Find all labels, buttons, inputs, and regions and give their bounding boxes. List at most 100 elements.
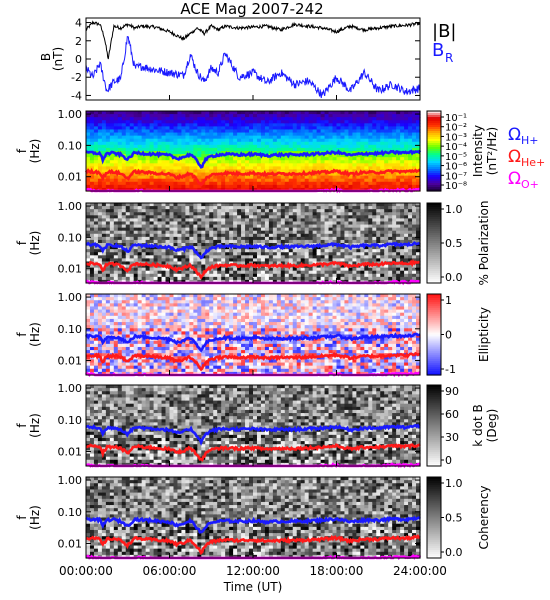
heatmap-cell	[352, 246, 357, 250]
heatmap-cell	[113, 114, 119, 118]
heatmap-cell	[320, 154, 326, 158]
heatmap-cell	[225, 184, 230, 189]
heatmap-cell	[241, 261, 246, 266]
heatmap-cell	[416, 166, 421, 171]
heatmap-cell	[149, 233, 155, 238]
heatmap-cell	[388, 227, 393, 232]
heatmap-cell	[368, 144, 373, 149]
heatmap-cell	[89, 123, 95, 127]
heatmap-cell	[320, 126, 326, 131]
heatmap-cell	[364, 129, 369, 134]
heatmap-cell	[388, 239, 393, 244]
heatmap-cell	[101, 203, 107, 207]
heatmap-cell	[213, 206, 218, 210]
heatmap-cell	[249, 239, 254, 244]
heatmap-cell	[121, 184, 127, 189]
heatmap-cell	[416, 129, 421, 134]
heatmap-cell	[233, 178, 238, 183]
heatmap-cell	[372, 166, 377, 171]
heatmap-cell	[193, 224, 198, 229]
heatmap-cell	[169, 227, 175, 232]
heatmap-cell	[372, 264, 377, 269]
colorbar-segment	[427, 223, 441, 226]
heatmap-cell	[344, 160, 350, 164]
heatmap-cell	[157, 239, 163, 244]
heatmap-cell	[161, 126, 167, 131]
heatmap-cell	[376, 258, 381, 263]
heatmap-cell	[408, 172, 413, 177]
heatmap-cell	[253, 132, 258, 137]
heatmap-cell	[249, 163, 254, 167]
heatmap-cell	[117, 203, 123, 207]
heatmap-cell	[340, 126, 346, 131]
heatmap-cell	[284, 123, 290, 127]
heatmap-cell	[105, 212, 111, 216]
heatmap-cell	[336, 273, 342, 278]
heatmap-cell	[205, 243, 210, 247]
heatmap-cell	[129, 255, 135, 259]
heatmap-cell	[253, 258, 258, 263]
heatmap-cell	[125, 141, 131, 146]
heatmap-cell	[352, 215, 357, 219]
heatmap-cell	[145, 218, 151, 223]
heatmap-cell	[408, 255, 413, 259]
heatmap-cell	[125, 255, 131, 259]
heatmap-cell	[125, 350, 131, 354]
heatmap-cell	[372, 172, 377, 177]
heatmap-cell	[396, 276, 401, 281]
heatmap-cell	[396, 270, 401, 275]
heatmap-cell	[173, 276, 179, 281]
heatmap-cell	[356, 181, 361, 186]
heatmap-cell	[117, 141, 123, 146]
heatmap-cell	[308, 166, 314, 171]
heatmap-cell	[272, 126, 278, 131]
heatmap-cell	[117, 276, 123, 281]
heatmap-cell	[197, 120, 202, 124]
heatmap-cell	[97, 233, 103, 238]
heatmap-cell	[169, 236, 175, 241]
heatmap-cell	[372, 144, 377, 149]
heatmap-cell	[189, 169, 194, 174]
heatmap-cell	[173, 236, 179, 241]
heatmap-cell	[368, 206, 373, 210]
heatmap-cell	[197, 203, 202, 207]
heatmap-cell	[157, 203, 163, 207]
heatmap-cell	[288, 203, 294, 207]
heatmap-cell	[185, 132, 190, 137]
heatmap-cell	[177, 163, 183, 167]
heatmap-cell	[328, 209, 334, 213]
heatmap-cell	[312, 252, 318, 256]
heatmap-cell	[185, 270, 190, 275]
heatmap-cell	[288, 181, 294, 186]
heatmap-cell	[304, 218, 310, 223]
heatmap-cell	[392, 120, 397, 124]
heatmap-cell	[129, 117, 135, 121]
heatmap-cell	[416, 184, 421, 189]
heatmap-cell	[272, 276, 278, 281]
heatmap-cell	[284, 157, 290, 161]
heatmap-cell	[97, 297, 103, 301]
heatmap-cell	[340, 184, 346, 189]
heatmap-cell	[86, 252, 91, 256]
heatmap-cell	[105, 147, 111, 152]
heatmap-cell	[249, 157, 254, 161]
heatmap-cell	[384, 239, 389, 244]
heatmap-cell	[241, 120, 246, 124]
heatmap-cell	[256, 206, 262, 210]
heatmap-cell	[328, 206, 334, 210]
heatmap-cell	[308, 144, 314, 149]
heatmap-cell	[86, 258, 91, 263]
heatmap-cell	[221, 270, 226, 275]
heatmap-cell	[356, 258, 361, 263]
heatmap-cell	[133, 230, 139, 235]
heatmap-cell	[205, 117, 210, 121]
y-axis-unit: (Hz)	[28, 139, 42, 164]
heatmap-cell	[284, 227, 290, 232]
heatmap-cell	[185, 252, 190, 256]
heatmap-cell	[193, 184, 198, 189]
heatmap-cell	[189, 270, 194, 275]
heatmap-cell	[368, 239, 373, 244]
heatmap-cell	[249, 114, 254, 118]
heatmap-cell	[97, 353, 103, 357]
heatmap-cell	[201, 264, 206, 269]
